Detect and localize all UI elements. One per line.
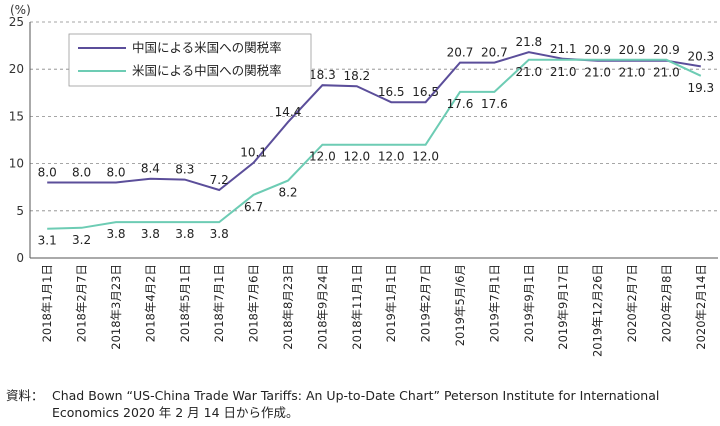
data-label-china: 20.9 — [619, 43, 646, 57]
data-label-us: 19.3 — [687, 81, 714, 95]
legend-label-china: 中国による米国への関税率 — [132, 40, 282, 55]
x-tick-label: 2020年2月8日 — [659, 264, 673, 342]
data-label-us: 3.8 — [210, 227, 229, 241]
x-tick-label: 2018年7月1日 — [212, 264, 226, 342]
y-tick-label: 25 — [9, 15, 24, 29]
data-label-china: 7.2 — [210, 173, 229, 187]
data-label-us: 12.0 — [343, 150, 370, 164]
data-label-us: 3.2 — [72, 233, 91, 247]
data-label-china: 10.1 — [240, 146, 267, 160]
data-label-us: 12.0 — [412, 150, 439, 164]
data-label-us: 17.6 — [447, 97, 474, 111]
x-tick-label: 2018年9月24日 — [315, 264, 329, 350]
legend-box — [68, 33, 312, 87]
data-label-china: 8.0 — [72, 165, 91, 179]
x-tick-label: 2019年5月/6月 — [453, 264, 467, 346]
x-tick-label: 2019年2月7日 — [419, 264, 433, 342]
data-label-us: 21.0 — [550, 65, 577, 79]
legend-label-us: 米国による中国への関税率 — [132, 63, 282, 78]
x-tick-label: 2019年9月1日 — [522, 264, 536, 342]
x-tick-label: 2018年5月1日 — [178, 264, 192, 342]
data-label-china: 8.4 — [141, 162, 160, 176]
x-tick-label: 2018年4月2日 — [143, 264, 157, 342]
y-tick-label: 10 — [9, 157, 24, 171]
data-label-us: 21.0 — [653, 66, 680, 80]
x-tick-label: 2018年11月1日 — [350, 264, 364, 350]
y-tick-label: 20 — [9, 62, 24, 76]
series-line-us — [47, 58, 702, 230]
data-label-us: 12.0 — [378, 150, 405, 164]
x-tick-label: 2020年2月7日 — [625, 264, 639, 342]
y-tick-label: 5 — [16, 204, 24, 218]
data-label-china: 18.2 — [343, 69, 370, 83]
source-text: Chad Bown “US-China Trade War Tariffs: A… — [52, 388, 660, 420]
data-label-us: 21.0 — [515, 65, 542, 79]
data-label-china: 16.5 — [378, 85, 405, 99]
data-label-china: 20.9 — [584, 43, 611, 57]
data-label-china: 21.1 — [550, 42, 577, 56]
tariff-line-chart: (%) 0 5 10 15 20 25 2018年1月1日 2018年2月7日 2018年3月… — [9, 3, 718, 357]
y-axis-unit-label: (%) — [10, 3, 31, 17]
legend: 中国による米国への関税率 米国による中国への関税率 — [68, 33, 312, 87]
data-label-china: 16.5 — [412, 85, 439, 99]
x-axis-ticks: 2018年1月1日 2018年2月7日 2018年3月23日 2018年4月2日 201… — [40, 264, 708, 357]
series-lines — [47, 51, 702, 230]
data-label-us: 8.2 — [278, 186, 297, 200]
data-label-us: 12.0 — [309, 150, 336, 164]
y-tick-label: 0 — [16, 251, 24, 265]
y-tick-label: 15 — [9, 109, 24, 123]
data-label-china: 20.3 — [687, 49, 714, 63]
x-tick-label: 2019年9月17日 — [556, 264, 570, 350]
data-label-us: 3.8 — [141, 227, 160, 241]
x-tick-label: 2019年12月26日 — [591, 264, 605, 357]
data-label-us: 17.6 — [481, 97, 508, 111]
x-tick-label: 2019年1月1日 — [384, 264, 398, 342]
source-label: 資料： — [6, 388, 44, 403]
data-label-us: 3.8 — [106, 227, 125, 241]
data-label-china: 8.3 — [175, 163, 194, 177]
data-label-us: 21.0 — [584, 66, 611, 80]
source-note: 資料： Chad Bown “US-China Trade War Tariffs… — [6, 387, 718, 421]
x-tick-label: 2018年8月23日 — [281, 264, 295, 350]
data-label-china: 20.9 — [653, 43, 680, 57]
y-axis-ticks: 0 5 10 15 20 25 — [9, 15, 24, 265]
grid-lines — [29, 21, 718, 259]
data-label-china: 21.8 — [515, 35, 542, 49]
data-label-china: 20.7 — [481, 46, 508, 60]
data-label-us: 3.1 — [38, 234, 57, 248]
data-label-us: 3.8 — [175, 227, 194, 241]
x-tick-label: 2020年2月14日 — [694, 264, 708, 350]
data-label-us: 21.0 — [619, 66, 646, 80]
data-label-china: 14.4 — [275, 105, 302, 119]
x-tick-label: 2018年7月6日 — [247, 264, 261, 342]
x-tick-label: 2018年2月7日 — [75, 264, 89, 342]
data-labels: 8.0 3.1 8.0 3.2 8.0 3.8 8.4 3.8 8.3 3.8 7.2 3.8 10.1… — [38, 35, 715, 248]
data-label-us: 6.7 — [244, 200, 263, 214]
x-tick-label: 2018年3月23日 — [109, 264, 123, 350]
data-label-china: 8.0 — [106, 165, 125, 179]
x-tick-label: 2019年7月1日 — [487, 264, 501, 342]
data-label-china: 8.0 — [38, 165, 57, 179]
data-label-china: 18.3 — [309, 68, 336, 82]
x-tick-label: 2018年1月1日 — [40, 264, 54, 342]
data-label-china: 20.7 — [447, 46, 474, 60]
